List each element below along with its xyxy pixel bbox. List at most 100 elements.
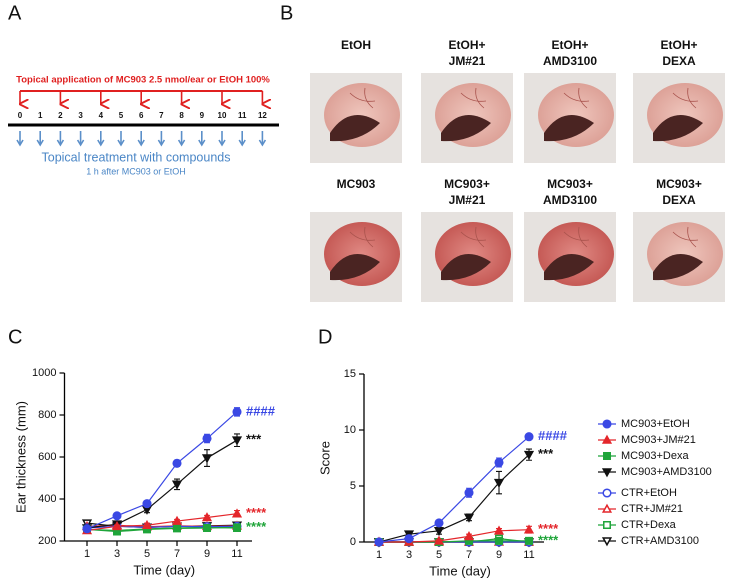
y-tick-label: 0 [350, 536, 356, 548]
y-axis-label: Ear thickness (mm) [13, 401, 28, 513]
significance-label: **** [246, 505, 267, 520]
photo-label: MC903+ [547, 177, 593, 191]
series-line [86, 513, 238, 532]
data-point [404, 534, 414, 544]
legend-label: MC903+EtOH [621, 418, 690, 430]
x-tick-label: 1 [376, 549, 382, 561]
significance-label: *** [538, 446, 554, 461]
data-point [141, 519, 153, 530]
day-label: 10 [218, 111, 227, 120]
data-point [434, 518, 444, 528]
series-line [379, 529, 530, 543]
x-tick-label: 3 [114, 548, 120, 560]
treatment-arrow-head [76, 139, 85, 147]
photo-label: EtOH+ [448, 38, 485, 52]
x-tick-label: 11 [231, 548, 242, 560]
photo-label: DEXA [662, 193, 696, 207]
panel-letter: D [318, 326, 332, 348]
legend-marker [601, 503, 613, 513]
ear-canal [330, 254, 380, 281]
legend-marker [601, 434, 613, 444]
treatment-arrow-head [56, 139, 65, 147]
day-label: 1 [38, 111, 43, 120]
treatment-arrow-head [16, 139, 24, 147]
legend-marker [602, 488, 612, 498]
data-point [463, 531, 475, 541]
series-line [378, 436, 530, 543]
x-tick-label: 5 [436, 549, 442, 561]
photo-label: EtOH+ [660, 38, 697, 52]
legend-label: MC903+JM#21 [621, 434, 696, 446]
data-point [494, 457, 504, 468]
vessel [460, 87, 487, 109]
data-point [523, 450, 535, 460]
treatment-arrow-head [117, 139, 125, 147]
ear-canal [544, 254, 594, 281]
significance-label: **** [538, 521, 559, 536]
data-point [433, 535, 445, 545]
vessel [349, 226, 376, 248]
photo-label: JM#21 [449, 54, 486, 68]
data-point [201, 454, 213, 464]
series-line [86, 411, 238, 530]
timeline-caption: Topical treatment with compounds [42, 150, 231, 164]
day-label: 0 [18, 111, 23, 120]
ear-canal [441, 254, 491, 281]
y-tick-label: 5 [350, 480, 356, 492]
y-tick-label: 600 [38, 451, 56, 463]
data-point [523, 524, 535, 534]
photo-label: AMD3100 [543, 54, 597, 68]
timeline-subcaption: 1 h after MC903 or EtOH [86, 166, 186, 176]
ear-canal [441, 115, 491, 142]
data-point [463, 513, 475, 523]
day-label: 3 [78, 111, 83, 120]
data-point [493, 525, 505, 535]
ear-canal [653, 115, 703, 142]
photo-label: EtOH [341, 38, 371, 52]
legend-label: CTR+Dexa [621, 519, 677, 531]
treatment-arrow-head [258, 139, 267, 147]
vessel [349, 87, 376, 109]
vessel [672, 226, 699, 248]
legend-label: CTR+JM#21 [621, 503, 683, 515]
x-axis-label: Time (day) [133, 562, 195, 577]
legend-marker [601, 537, 613, 547]
ear-canal [544, 115, 594, 142]
photo-label: DEXA [662, 54, 696, 68]
day-label: 11 [238, 111, 247, 120]
y-tick-label: 400 [38, 493, 56, 505]
data-point [112, 511, 122, 521]
data-point [201, 512, 213, 522]
x-tick-label: 3 [406, 549, 412, 561]
data-point [525, 536, 533, 545]
data-point [233, 523, 241, 532]
panel-letter: A [8, 2, 22, 24]
series-line [378, 454, 530, 543]
day-label: 8 [179, 111, 184, 120]
data-point [524, 432, 534, 442]
day-label: 9 [200, 111, 205, 120]
day-label: 6 [139, 111, 144, 120]
y-axis-label: Score [317, 441, 332, 475]
photo-label: MC903+ [444, 177, 490, 191]
x-tick-label: 7 [174, 548, 180, 560]
timeline-title: Topical application of MC903 2.5 nmol/ea… [16, 75, 270, 86]
panel-letter: C [8, 326, 22, 348]
day-label: 7 [159, 111, 164, 120]
data-point [111, 520, 123, 531]
ear-canal [330, 115, 380, 142]
day-label: 4 [99, 111, 104, 120]
photo-label: EtOH+ [551, 38, 588, 52]
treatment-arrow-head [238, 139, 246, 147]
photo-label: MC903+ [656, 177, 702, 191]
treatment-arrow-head [198, 139, 206, 147]
legend-label: MC903+Dexa [621, 450, 689, 462]
x-tick-label: 9 [204, 548, 210, 560]
photo-label: JM#21 [449, 193, 486, 207]
treatment-arrow-head [177, 139, 186, 147]
panel-letter: B [280, 2, 293, 24]
x-tick-label: 5 [144, 548, 150, 560]
y-tick-label: 15 [344, 368, 356, 380]
significance-label: **** [538, 532, 559, 547]
